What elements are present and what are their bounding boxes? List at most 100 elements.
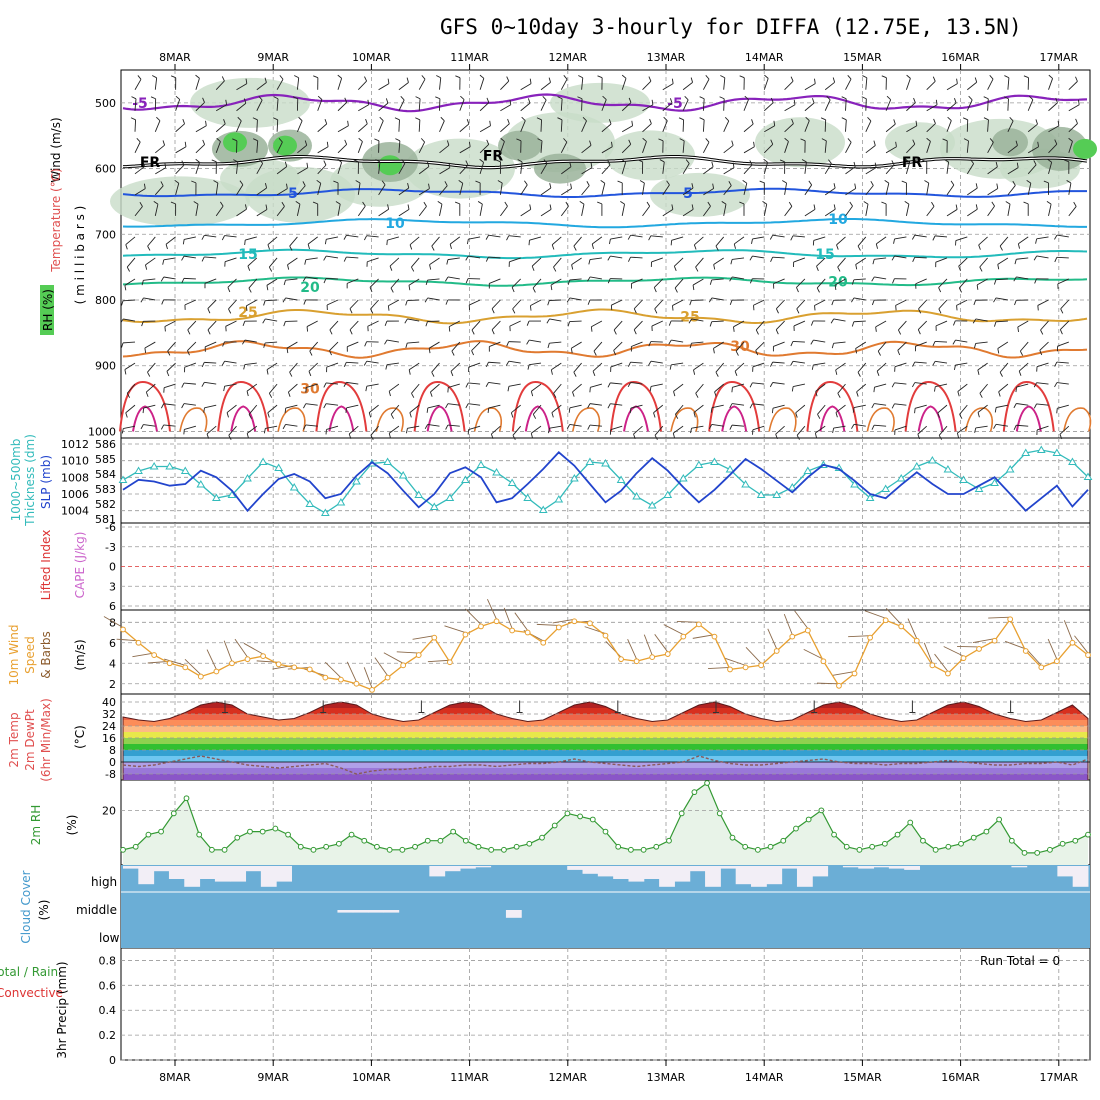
cloud-high-bar <box>459 866 476 869</box>
wind-barb <box>804 83 816 91</box>
wind-barb-flag <box>317 95 323 100</box>
wind-barb <box>662 184 670 196</box>
wind-barb <box>226 404 237 413</box>
cloud-high-bar <box>582 866 599 874</box>
wind-barb-flag <box>298 116 303 122</box>
bottom-date-label: 11MAR <box>450 1071 489 1084</box>
wind10-barb <box>692 634 715 639</box>
wind-barb-flag <box>227 287 231 293</box>
wind-barb <box>855 257 867 265</box>
wind10-barb <box>943 646 964 657</box>
wind10-barb <box>536 623 559 626</box>
wind-barb-flag <box>160 181 164 187</box>
wind-barb-flag <box>620 201 625 205</box>
wind-barb-flag <box>975 183 978 189</box>
wind-barb <box>877 341 887 352</box>
cloud-high-bar <box>1057 866 1074 877</box>
wind-barb-flag <box>1013 276 1017 282</box>
wind-barb <box>1027 123 1038 133</box>
wind-barb <box>694 236 704 246</box>
wind-barb <box>642 182 645 195</box>
contour-30-low <box>768 407 797 432</box>
wind-barb-flag <box>724 116 730 122</box>
wind-barb-flag <box>590 162 593 168</box>
wind-barb <box>885 99 892 111</box>
rh-point <box>145 831 152 838</box>
wind-barb <box>439 77 442 90</box>
wind-barb-flag <box>1040 329 1044 335</box>
wind-barb <box>917 425 928 435</box>
wind10-barb <box>1063 620 1073 641</box>
rh2-label: 2m RH <box>29 805 43 846</box>
wind10-point <box>446 659 453 666</box>
wind-barb-flag <box>771 408 774 414</box>
wind-barb <box>1036 425 1049 431</box>
wind-barb-flag <box>720 75 726 79</box>
wind-barb-flag <box>962 117 968 121</box>
wind-barb-flag <box>451 350 455 356</box>
wind-barb-flag <box>826 95 831 101</box>
contour-label: 15 <box>238 247 257 263</box>
thickness-point <box>1005 465 1015 473</box>
wind-barb <box>977 404 988 413</box>
wind-barb-flag <box>471 329 475 335</box>
wind-barb <box>500 80 510 91</box>
wind-barb <box>378 161 381 174</box>
wind-barb-flag <box>917 329 921 335</box>
wind-barb-flag <box>385 98 389 104</box>
cloud-high-bar <box>276 866 292 882</box>
wind-barb <box>610 382 623 385</box>
wind-barb-flag <box>857 245 861 251</box>
wind-barb-flag <box>867 116 872 122</box>
wind-barb <box>145 257 156 266</box>
wind-barb <box>702 98 705 111</box>
wind-barb <box>571 341 582 349</box>
wind-barb <box>447 257 460 261</box>
wind-barb <box>959 404 968 415</box>
lifted-index-label: Lifted Index <box>39 530 53 601</box>
temp-band <box>123 726 1088 732</box>
rh-point <box>894 831 901 838</box>
rh-point <box>983 828 990 835</box>
wind-barb <box>589 424 602 427</box>
wind10-point <box>960 655 967 662</box>
wind-barb-flag <box>628 256 631 262</box>
wind-barb <box>187 320 197 331</box>
thickness-point <box>896 474 906 482</box>
wind-barb <box>572 383 582 393</box>
wind-barb-flag <box>690 428 693 434</box>
wind-barb-flag <box>572 391 575 397</box>
wind-barb-flag <box>811 98 815 104</box>
wind-barb-flag <box>142 408 145 414</box>
wind-barb <box>978 236 988 246</box>
wind-barb <box>1027 99 1034 111</box>
rh2-labels: 2m RH (%) <box>29 805 79 846</box>
wind-barb <box>479 125 491 133</box>
wind-barb-flag <box>813 204 816 210</box>
wind-barb-flag <box>937 412 940 418</box>
wind-barb-flag <box>815 391 818 397</box>
wind-barb <box>387 236 400 241</box>
wind-barb <box>1040 320 1049 331</box>
wind-barb-flag <box>999 372 1003 377</box>
wind-barb <box>408 278 420 286</box>
wind-barb <box>591 320 603 328</box>
wind-barb <box>520 102 531 112</box>
wind-barb <box>975 341 988 344</box>
wind10-point <box>384 674 391 681</box>
wind-barb <box>296 120 303 132</box>
wind-barb-flag <box>195 158 200 163</box>
wind-barb <box>642 80 652 91</box>
contour-label: 10 <box>385 216 405 232</box>
wind-barb <box>784 123 794 133</box>
wind-barb <box>918 299 928 310</box>
wind-barb-flag <box>983 117 989 121</box>
millibars-label: ( m i l l i b a r s ) <box>73 206 87 305</box>
top-date-label: 8MAR <box>159 51 191 64</box>
wind-barb <box>468 362 481 368</box>
wind-barb-flag <box>851 424 855 429</box>
wind-barb <box>256 209 268 217</box>
bottom-date-label: 17MAR <box>1039 1071 1078 1084</box>
wind-barb <box>378 83 390 91</box>
wind-barb-flag <box>125 244 128 250</box>
